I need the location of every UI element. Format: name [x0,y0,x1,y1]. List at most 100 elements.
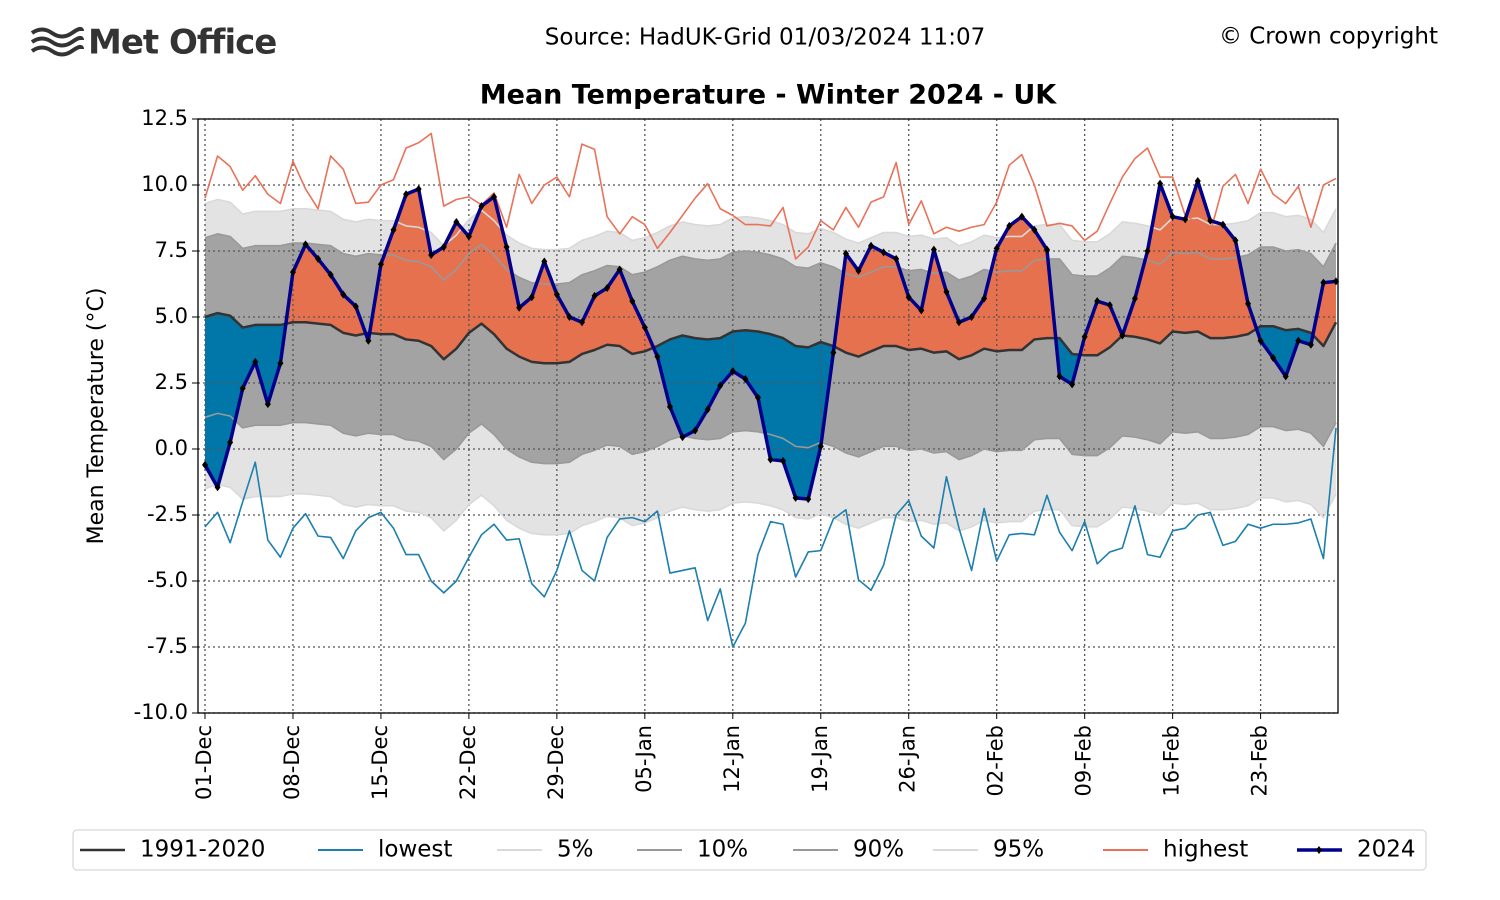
point-marker [591,291,598,300]
point-marker [1194,177,1201,186]
series-line [204,427,1337,648]
legend-label: 90% [853,837,904,863]
x-tick-label: 15-Dec [368,725,392,800]
point-marker [327,270,334,279]
legend-label: 2024 [1357,837,1416,863]
x-tick-label: 29-Dec [544,725,568,800]
point-marker [666,402,673,411]
y-tick-label: 10.0 [141,172,188,196]
point-marker [729,367,736,376]
point-marker [1270,353,1277,362]
point-marker [1119,331,1126,340]
point-marker [503,243,510,252]
point-marker [252,357,259,366]
point-marker [880,248,887,257]
point-marker [868,241,875,250]
point-marker [277,359,284,368]
point-marker [403,190,410,199]
x-tick-label: 26-Jan [896,725,920,793]
point-marker [440,243,447,252]
x-tick-label: 19-Jan [808,725,832,793]
legend-label: 5% [557,837,594,863]
logo-wave [30,26,84,39]
point-marker [1245,299,1252,308]
point-marker [1157,179,1164,188]
point-marker [1282,372,1289,381]
point-marker [377,260,384,269]
point-marker [1207,216,1214,225]
anomaly-below [205,313,1336,500]
point-marker [1232,236,1239,245]
point-marker [553,290,560,299]
x-tick-label: 22-Dec [456,725,480,800]
y-tick-label: 0.0 [155,436,188,460]
point-marker [704,405,711,414]
x-tick-label: 23-Feb [1248,725,1272,796]
legend-label: lowest [378,837,452,863]
point-marker [528,293,535,302]
point-marker [365,336,372,345]
legend-label: 1991-2020 [140,837,265,863]
point-marker [214,483,221,492]
point-marker [1182,215,1189,224]
point-marker [264,400,271,409]
legend-label: 10% [697,837,748,863]
y-tick-label: 2.5 [155,370,188,394]
point-marker [1069,380,1076,389]
x-tick-label: 16-Feb [1160,725,1184,796]
point-marker [817,442,824,451]
point-marker [855,266,862,275]
y-tick-label: -7.5 [147,634,188,658]
point-marker [453,217,460,226]
series-line [204,198,1337,251]
point-marker [905,293,912,302]
point-marker [302,240,309,249]
point-marker [415,184,422,193]
logo-wave [30,35,84,48]
point-marker [1094,297,1101,306]
x-tick-label: 09-Feb [1072,725,1096,796]
chart-title: Mean Temperature - Winter 2024 - UK [480,80,1058,111]
point-marker [654,352,661,361]
point-marker [1043,245,1050,254]
point-marker [830,348,837,357]
point-marker [629,297,636,306]
point-marker [742,375,749,384]
point-marker [805,495,812,504]
legend-box [72,829,1427,871]
point-marker [754,393,761,402]
point-marker [1131,294,1138,303]
point-marker [692,426,699,435]
point-marker [516,303,523,312]
point-marker [1106,301,1113,310]
source: Source: HadUK-Grid 01/03/2024 11:07 [545,25,985,51]
point-marker [604,283,611,292]
point-marker [780,456,787,465]
point-marker [1219,220,1226,229]
point-marker [566,313,573,321]
legend-label: highest [1163,837,1248,863]
y-tick-label: 12.5 [141,106,188,130]
point-marker [717,381,724,390]
point-marker [340,290,347,299]
point-marker [679,433,686,442]
point-marker [491,192,498,201]
point-marker [1018,212,1025,221]
point-marker [315,254,322,263]
series-line [204,412,1337,465]
point-marker [943,287,950,296]
logo [30,26,84,57]
point-marker [993,244,1000,253]
point-marker [289,268,296,277]
point-marker [1320,278,1327,287]
y-axis-label: Mean Temperature (°C) [84,288,109,545]
point-marker [352,302,359,311]
y-tick-label: -2.5 [147,502,188,526]
legend-marker [1316,846,1322,854]
point-marker [390,225,397,234]
point-marker [930,245,937,254]
point-marker [1295,336,1302,345]
y-tick-label: -10.0 [134,700,188,724]
series-line [204,233,1337,285]
